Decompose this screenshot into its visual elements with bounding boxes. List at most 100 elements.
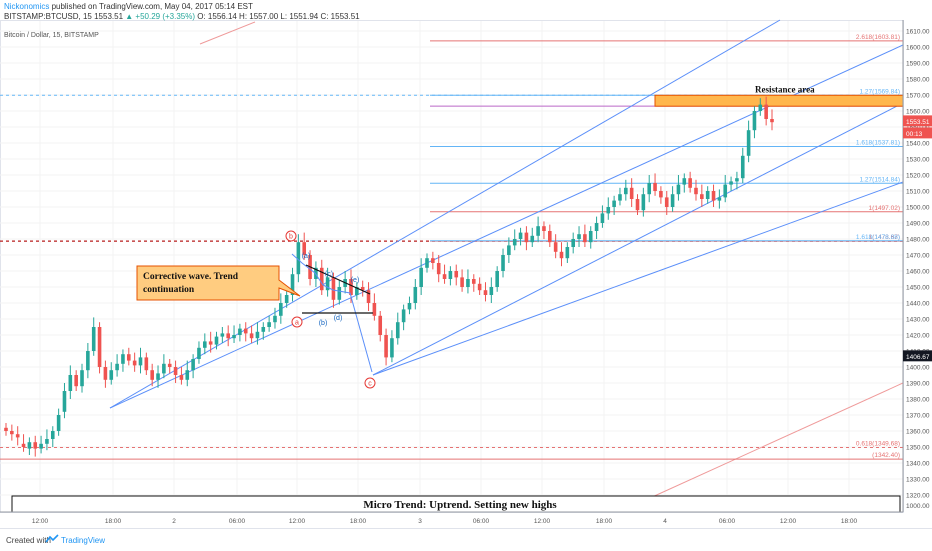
candle-body xyxy=(431,258,435,263)
time-tick-label: 06:00 xyxy=(473,518,490,525)
publish-line: Nickonomics published on TradingView.com… xyxy=(4,2,253,11)
candle-body xyxy=(378,315,383,335)
candle-body xyxy=(273,315,277,323)
resistance-zone xyxy=(654,94,903,107)
time-tick-label: 4 xyxy=(663,518,667,525)
candle-body xyxy=(255,331,260,339)
candle-body xyxy=(507,245,511,255)
candle-body xyxy=(466,279,470,287)
candle-body xyxy=(571,239,575,247)
current-price-tag[interactable] xyxy=(903,115,932,127)
candle-body xyxy=(208,341,213,345)
price-tick-label: 1440.00 xyxy=(906,301,930,308)
symbol-label: BITSTAMP:BTCUSD, 15 xyxy=(4,12,92,21)
candle-body xyxy=(588,231,593,243)
countdown-tag xyxy=(903,127,932,139)
tradingview-logo-icon[interactable] xyxy=(45,534,59,544)
candle-body xyxy=(366,290,371,303)
candle-body xyxy=(232,335,236,339)
fib-level-label: 0.618(1349.68) xyxy=(856,441,900,448)
candle-body xyxy=(659,191,663,198)
candle-body xyxy=(267,322,271,327)
wave-circle-label: b xyxy=(289,234,293,241)
price-change: ▲ +50.29 (+3.35%) xyxy=(125,12,196,21)
candle-body xyxy=(103,367,108,380)
candle-body xyxy=(156,373,160,380)
candle-body xyxy=(21,443,26,447)
candle-body xyxy=(653,183,657,191)
price-tick-label: 1480.00 xyxy=(906,237,930,244)
candle-body xyxy=(612,200,616,207)
candle-body xyxy=(56,415,61,431)
candle-body xyxy=(471,279,476,284)
candle-body xyxy=(635,199,640,211)
candle-body xyxy=(261,327,266,332)
price-axis[interactable]: 1610.00 1600.00 1590.00 1580.00 1570.00 1560.… xyxy=(902,20,932,512)
candle-body xyxy=(214,336,219,345)
candle-body xyxy=(337,287,342,300)
fib-level-label: 1.27(1569.84) xyxy=(860,88,900,95)
time-tick-label: 18:00 xyxy=(105,518,122,525)
fib-level-label: 1(1478.67) xyxy=(869,234,900,241)
candle-body xyxy=(384,335,388,358)
price-tick-label: 1450.00 xyxy=(906,285,930,292)
price-tick-label: 1340.00 xyxy=(906,461,930,468)
price-tick-label: 1600.00 xyxy=(906,45,930,52)
candle-body xyxy=(688,178,692,188)
candle-body xyxy=(530,235,535,243)
wave-circle-label: c xyxy=(368,381,372,388)
candle-body xyxy=(50,431,55,439)
candle-body xyxy=(700,194,704,199)
candle-body xyxy=(641,194,646,211)
fib-level-label: 1.618(1478.88) xyxy=(856,234,900,241)
price-tick-label: 1320.00 xyxy=(906,493,930,500)
candle-body xyxy=(682,178,687,185)
triangle-upper-line xyxy=(305,264,371,295)
candle-body xyxy=(185,370,190,380)
price-tick-label: 1370.00 xyxy=(906,413,930,420)
candle-body xyxy=(238,328,242,335)
time-tick-label: 18:00 xyxy=(596,518,613,525)
candle-body xyxy=(676,184,681,195)
price-tick-label: 1420.00 xyxy=(906,333,930,340)
candle-body xyxy=(548,231,552,243)
publish-info: published on TradingView.com, May 04, 20… xyxy=(51,2,253,11)
candle-body xyxy=(249,333,254,339)
candle-body xyxy=(132,360,137,366)
candle-body xyxy=(138,357,143,366)
candle-body xyxy=(144,357,149,371)
candle-body xyxy=(705,191,710,199)
price-tick-label: 1610.00 xyxy=(906,29,930,36)
time-axis[interactable]: 12:00 18:00 2 06:00 12:00 18:00 3 06:00 12:00 18:… xyxy=(0,511,903,525)
candle-body xyxy=(419,267,423,287)
author-link[interactable]: Nickonomics xyxy=(4,2,50,11)
candle-body xyxy=(109,370,114,380)
candle-body xyxy=(203,341,207,348)
tradingview-brand[interactable]: TradingView xyxy=(61,536,106,545)
candle-body xyxy=(355,287,359,295)
candle-body xyxy=(542,226,546,231)
fib-level-label: (1342.40) xyxy=(872,452,900,459)
candle-body xyxy=(559,251,564,259)
candle-body xyxy=(647,183,652,195)
price-tick-label: 1520.00 xyxy=(906,173,930,180)
candle-body xyxy=(723,184,728,198)
candle-body xyxy=(594,223,599,231)
candle-body xyxy=(80,370,84,387)
time-tick-label: 06:00 xyxy=(719,518,736,525)
chart-canvas[interactable]: 2.618(1603.81)1.27(1569.84)2(1563.02)1.6… xyxy=(0,0,932,528)
candle-body xyxy=(45,439,49,444)
candle-body xyxy=(518,232,523,239)
candle-body xyxy=(407,303,412,310)
fib-level-label: 1.27(1514.84) xyxy=(860,176,900,183)
grid xyxy=(0,20,904,513)
candle-body xyxy=(314,267,318,279)
candle-body xyxy=(483,290,488,295)
candle-body xyxy=(711,191,716,201)
candle-body xyxy=(606,207,611,214)
time-tick-label: 12:00 xyxy=(289,518,306,525)
candle-body xyxy=(162,363,166,374)
candle-body xyxy=(694,187,698,195)
candle-body xyxy=(243,328,248,334)
candle-body xyxy=(68,375,73,391)
